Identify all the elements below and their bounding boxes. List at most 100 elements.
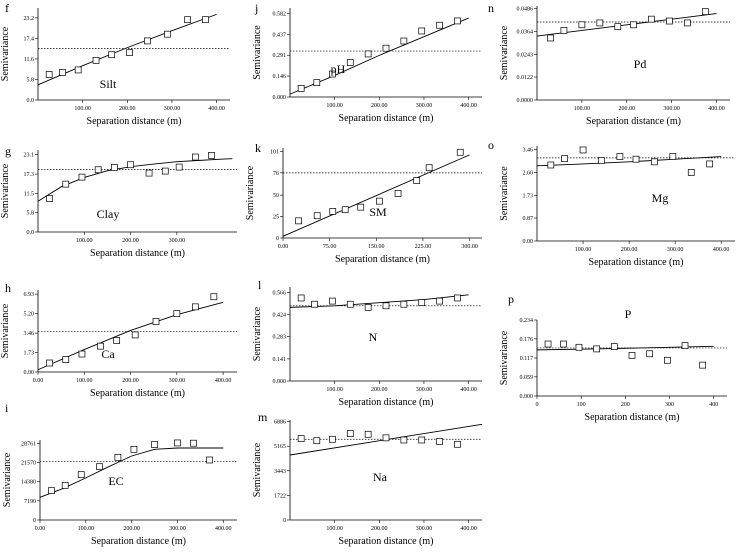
data-point: [174, 439, 181, 447]
data-point: [436, 21, 443, 29]
data-point: [313, 79, 321, 86]
data-point: [547, 34, 554, 42]
x-axis-label: Separation distance (m): [90, 388, 185, 399]
data-point: [706, 160, 714, 168]
y-axis-label: Semivariance: [499, 25, 510, 80]
x-tick-label: 200.00: [122, 238, 139, 244]
element-label: EC: [108, 474, 123, 488]
data-point: [413, 177, 421, 184]
data-point: [62, 180, 70, 188]
data-point: [126, 49, 133, 56]
y-tick-label: 14380: [21, 480, 36, 486]
data-point: [151, 441, 158, 448]
data-point: [94, 166, 102, 174]
x-tick-label: 225.00: [415, 244, 432, 250]
x-tick-label: 0.00: [35, 526, 46, 532]
model-curve: [37, 13, 217, 86]
data-point: [313, 212, 321, 220]
x-tick-label: 200: [621, 402, 630, 408]
data-point: [346, 430, 354, 437]
x-tick-label: 200.00: [371, 387, 388, 393]
data-point: [329, 208, 337, 215]
data-point: [394, 190, 402, 197]
y-tick-label: 0.437: [273, 32, 287, 38]
x-tick-label: 300.00: [663, 106, 680, 112]
x-axis-label: Separation distance (m): [339, 113, 434, 124]
x-tick-label: 100.00: [326, 103, 343, 109]
data-point: [382, 434, 390, 442]
model-curve: [536, 156, 722, 167]
data-point: [77, 471, 85, 479]
x-tick-label: 100.00: [574, 106, 591, 112]
x-tick-label: 400.00: [215, 526, 232, 532]
data-point: [681, 342, 689, 350]
data-point: [190, 439, 197, 447]
y-axis-label: Semivariance: [0, 26, 11, 81]
x-tick-label: 400.00: [460, 103, 477, 109]
data-point: [425, 164, 433, 172]
y-tick-label: 3443: [274, 469, 286, 475]
data-point: [191, 153, 199, 161]
data-point: [382, 302, 390, 310]
data-point: [46, 359, 53, 367]
data-point: [78, 350, 86, 358]
data-point: [456, 148, 464, 156]
x-axis-label: Separation distance (m): [91, 536, 186, 547]
y-tick-label: 5.20: [24, 312, 35, 318]
y-tick-label: 0.0122: [517, 75, 534, 81]
y-tick-label: 0: [283, 518, 286, 524]
data-point: [114, 453, 122, 461]
data-point: [130, 445, 138, 453]
x-tick-label: 300.00: [169, 526, 186, 532]
x-tick-label: 200.00: [371, 103, 388, 109]
element-label: SM: [369, 205, 387, 219]
y-tick-label: 0.0364: [517, 30, 534, 36]
panel-letter: f: [5, 1, 9, 15]
data-point: [663, 356, 671, 364]
model-curve: [37, 301, 224, 371]
y-tick-label: 0.00: [523, 239, 534, 245]
x-tick-label: 100.00: [575, 247, 592, 253]
data-point: [96, 463, 103, 471]
element-label: Clay: [97, 207, 120, 221]
y-tick-label: 6.93: [24, 292, 35, 298]
y-tick-label: 11.5: [24, 192, 34, 198]
x-axis-label: Separation distance (m): [339, 397, 434, 408]
data-point: [454, 17, 461, 25]
data-point: [74, 66, 82, 74]
y-tick-label: 5.8: [27, 211, 35, 217]
y-axis-label: Semivariance: [2, 452, 13, 507]
data-point: [202, 16, 209, 24]
data-point: [436, 438, 443, 445]
element-label: Silt: [100, 77, 117, 91]
x-tick-label: 300.00: [416, 526, 433, 532]
data-point: [113, 337, 121, 344]
x-tick-label: 300.00: [169, 238, 186, 244]
data-point: [152, 318, 160, 325]
y-axis-label: Semivariance: [252, 442, 263, 497]
data-point: [687, 169, 695, 176]
y-tick-label: 0.176: [520, 337, 534, 343]
x-tick-label: 200.00: [119, 106, 136, 112]
x-tick-label: 200.00: [123, 526, 140, 532]
data-point: [357, 203, 365, 211]
data-point: [329, 435, 336, 443]
data-point: [329, 297, 336, 305]
y-tick-label: 0: [276, 236, 279, 242]
y-tick-label: 76: [273, 171, 279, 177]
y-tick-label: 0.0: [27, 230, 35, 236]
y-tick-label: 0.000: [273, 95, 287, 101]
element-label: Mg: [652, 191, 669, 205]
data-point: [329, 70, 336, 78]
panel-letter: n: [488, 1, 494, 15]
data-point: [561, 155, 568, 163]
x-tick-label: 400: [709, 402, 718, 408]
data-point: [651, 158, 658, 166]
data-point: [560, 27, 568, 34]
x-axis-label: Separation distance (m): [339, 536, 434, 547]
data-point: [161, 167, 169, 175]
data-point: [164, 30, 171, 38]
x-axis-label: Separation distance (m): [585, 412, 680, 423]
data-point: [297, 85, 305, 92]
x-tick-label: 400.00: [713, 247, 730, 253]
